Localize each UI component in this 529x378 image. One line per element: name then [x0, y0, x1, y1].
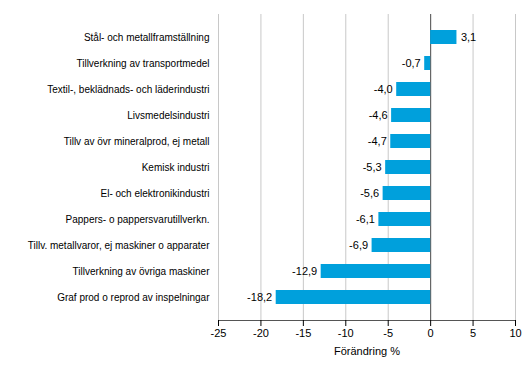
svg-text:-5,6: -5,6 — [360, 187, 379, 199]
svg-text:Graf prod o reprod av inspelni: Graf prod o reprod av inspelningar — [57, 292, 210, 303]
svg-text:Textil-, beklädnads- och läder: Textil-, beklädnads- och läderindustri — [47, 84, 209, 95]
svg-text:-5: -5 — [383, 327, 393, 339]
svg-text:-4,0: -4,0 — [374, 83, 393, 95]
svg-text:10: 10 — [509, 327, 521, 339]
svg-text:-12,9: -12,9 — [292, 265, 317, 277]
svg-text:5: 5 — [470, 327, 476, 339]
svg-text:-18,2: -18,2 — [247, 291, 272, 303]
svg-text:-15: -15 — [295, 327, 311, 339]
svg-text:Tillverkning av övriga maskine: Tillverkning av övriga maskiner — [73, 266, 211, 277]
svg-text:Tillv. metallvaror, ej maskine: Tillv. metallvaror, ej maskiner o appara… — [28, 240, 210, 251]
svg-text:-0,7: -0,7 — [402, 57, 421, 69]
svg-text:-6,9: -6,9 — [349, 239, 368, 251]
svg-text:Tillv av övr mineralprod, ej m: Tillv av övr mineralprod, ej metall — [64, 136, 210, 147]
svg-text:-4,6: -4,6 — [369, 109, 388, 121]
svg-text:Tillverkning av transportmedel: Tillverkning av transportmedel — [76, 58, 209, 69]
svg-text:Pappers- o pappersvarutillverk: Pappers- o pappersvarutillverkn. — [66, 214, 210, 225]
svg-text:El- och elektronikindustri: El- och elektronikindustri — [101, 188, 210, 199]
svg-text:-25: -25 — [211, 327, 227, 339]
svg-text:3,1: 3,1 — [461, 31, 476, 43]
svg-text:-20: -20 — [253, 327, 269, 339]
svg-text:Förändring %: Förändring % — [334, 345, 400, 357]
svg-text:-10: -10 — [338, 327, 354, 339]
svg-text:Livsmedelsindustri: Livsmedelsindustri — [127, 110, 209, 121]
svg-text:0: 0 — [428, 327, 434, 339]
svg-text:-5,3: -5,3 — [363, 161, 382, 173]
svg-text:-4,7: -4,7 — [368, 135, 387, 147]
svg-text:-6,1: -6,1 — [356, 213, 375, 225]
svg-text:Stål- och metallframställning: Stål- och metallframställning — [84, 32, 210, 43]
svg-text:Kemisk industri: Kemisk industri — [142, 162, 210, 173]
